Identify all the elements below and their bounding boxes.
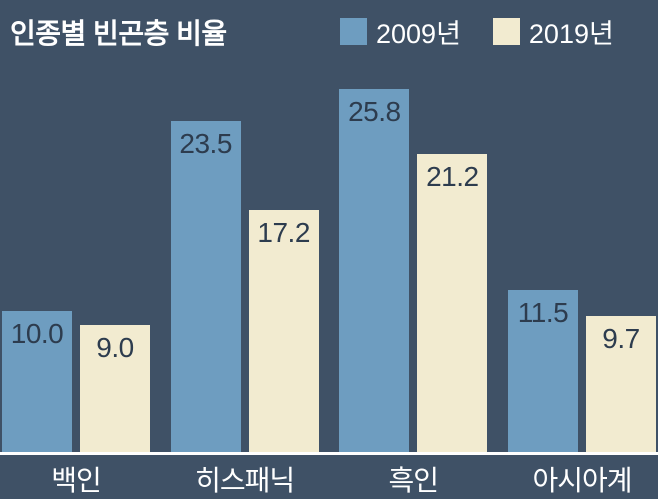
legend-item-2009: 2009년 (340, 12, 461, 51)
bar-2009년-아시아계: 11.5 (507, 290, 578, 452)
bar-group-2: 23.5 17.2 (170, 58, 319, 452)
bar-value-label: 25.8 (348, 95, 401, 127)
bar-2009년-흑인: 25.8 (339, 88, 410, 452)
bar-value-label: 9.7 (602, 322, 640, 354)
bar-value-label: 11.5 (517, 297, 569, 329)
legend-label-2019: 2019년 (528, 19, 614, 49)
bar-2019년-히스패닉: 17.2 (248, 209, 319, 452)
category-label-아시아계: 아시아계 (532, 465, 632, 496)
bar-value-label: 23.5 (179, 128, 232, 160)
category-label-흑인: 흑인 (388, 465, 440, 496)
legend-label-2009: 2009년 (376, 19, 461, 49)
axis-baseline (0, 452, 658, 455)
bar-group-3: 25.8 21.2 (339, 58, 488, 452)
bar-2009년-백인: 10.0 (2, 311, 72, 452)
legend-item-2019: 2019년 (492, 12, 614, 51)
legend: 2009년 2019년 (340, 12, 636, 51)
bar-2009년-히스패닉: 23.5 (170, 121, 241, 452)
bar-value-label: 9.0 (96, 332, 134, 364)
plot-area: 10.0 9.0 23.5 17.2 25.8 21.2 11.5 9.7 (2, 58, 656, 452)
bar-2019년-아시아계: 9.7 (585, 315, 656, 452)
bar-2019년-흑인: 21.2 (417, 153, 488, 452)
category-labels: 백인 히스패닉 흑인 아시아계 (2, 457, 656, 496)
bar-group-4: 11.5 9.7 (507, 58, 656, 452)
bar-value-label: 21.2 (426, 160, 479, 192)
legend-swatch-2009 (340, 18, 367, 45)
bar-group-1: 10.0 9.0 (2, 58, 150, 452)
bar-value-label: 17.2 (257, 216, 310, 248)
legend-swatch-2019 (492, 18, 520, 45)
bar-2019년-백인: 9.0 (80, 325, 150, 452)
bar-value-label: 10.0 (10, 318, 64, 350)
category-label-백인: 백인 (51, 465, 102, 496)
chart-title: 인종별 빈곤층 비율 (10, 18, 227, 49)
category-label-히스패닉: 히스패닉 (195, 465, 295, 496)
